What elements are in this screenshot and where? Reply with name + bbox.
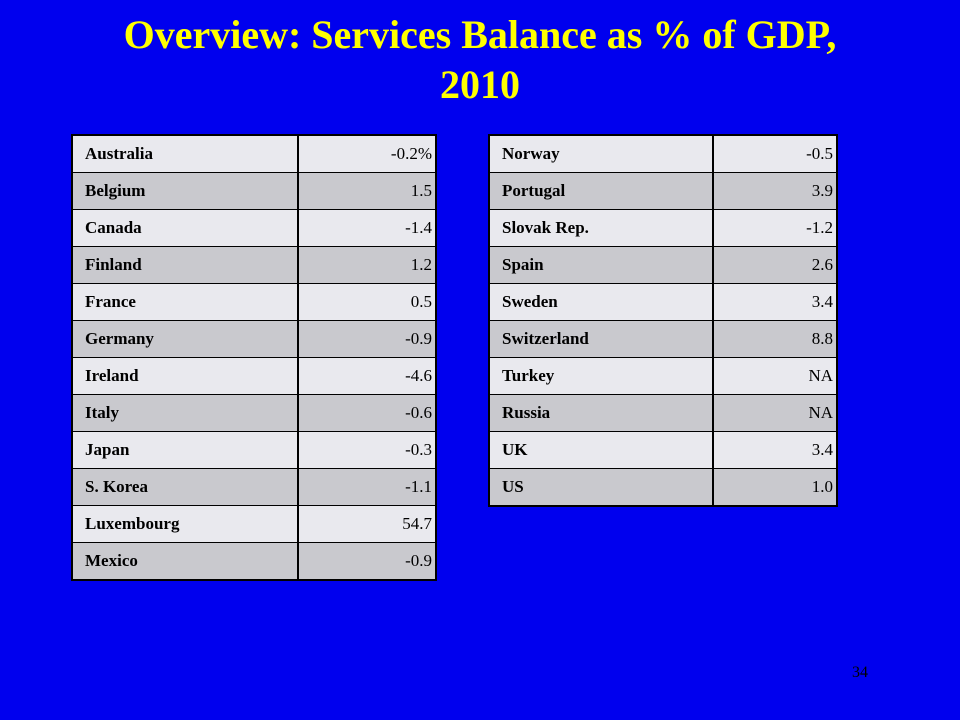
- table-row: Italy -0.6: [71, 394, 437, 432]
- value-cell: 2.6: [712, 246, 838, 284]
- table-row: Slovak Rep. -1.2: [488, 209, 838, 247]
- table-row: France 0.5: [71, 283, 437, 321]
- country-cell: Mexico: [71, 542, 299, 581]
- table-row: Japan -0.3: [71, 431, 437, 469]
- value-cell: 1.0: [712, 468, 838, 507]
- table-row: Russia NA: [488, 394, 838, 432]
- table-row: Australia -0.2%: [71, 134, 437, 173]
- country-cell: Australia: [71, 134, 299, 173]
- country-cell: Switzerland: [488, 320, 714, 358]
- value-cell: -4.6: [297, 357, 437, 395]
- country-cell: Germany: [71, 320, 299, 358]
- table-row: Luxembourg 54.7: [71, 505, 437, 543]
- country-cell: Russia: [488, 394, 714, 432]
- table-row: Canada -1.4: [71, 209, 437, 247]
- value-cell: NA: [712, 357, 838, 395]
- value-cell: 54.7: [297, 505, 437, 543]
- value-cell: 3.4: [712, 283, 838, 321]
- table-row: Germany -0.9: [71, 320, 437, 358]
- table-row: UK 3.4: [488, 431, 838, 469]
- value-cell: NA: [712, 394, 838, 432]
- table-row: Spain 2.6: [488, 246, 838, 284]
- table-row: Belgium 1.5: [71, 172, 437, 210]
- value-cell: 1.5: [297, 172, 437, 210]
- value-cell: -0.2%: [297, 134, 437, 173]
- value-cell: -0.9: [297, 320, 437, 358]
- country-cell: Belgium: [71, 172, 299, 210]
- value-cell: 8.8: [712, 320, 838, 358]
- country-cell: Norway: [488, 134, 714, 173]
- slide-title-line-1: Overview: Services Balance as % of GDP,: [123, 12, 837, 57]
- table-row: Finland 1.2: [71, 246, 437, 284]
- table-row: Turkey NA: [488, 357, 838, 395]
- value-cell: -1.1: [297, 468, 437, 506]
- value-cell: -0.6: [297, 394, 437, 432]
- table-row: Portugal 3.9: [488, 172, 838, 210]
- value-cell: -0.9: [297, 542, 437, 581]
- value-cell: 1.2: [297, 246, 437, 284]
- value-cell: -1.4: [297, 209, 437, 247]
- value-cell: -0.5: [712, 134, 838, 173]
- slide-number: 34: [852, 664, 868, 681]
- value-cell: 3.9: [712, 172, 838, 210]
- value-cell: 0.5: [297, 283, 437, 321]
- country-cell: Sweden: [488, 283, 714, 321]
- country-cell: US: [488, 468, 714, 507]
- table-row: Mexico -0.9: [71, 542, 437, 581]
- table-row: Ireland -4.6: [71, 357, 437, 395]
- value-cell: 3.4: [712, 431, 838, 469]
- services-balance-table-left: Australia -0.2% Belgium 1.5 Canada -1.4 …: [71, 134, 437, 581]
- table-row: S. Korea -1.1: [71, 468, 437, 506]
- country-cell: Portugal: [488, 172, 714, 210]
- country-cell: Canada: [71, 209, 299, 247]
- country-cell: Slovak Rep.: [488, 209, 714, 247]
- country-cell: Luxembourg: [71, 505, 299, 543]
- country-cell: UK: [488, 431, 714, 469]
- value-cell: -1.2: [712, 209, 838, 247]
- country-cell: Japan: [71, 431, 299, 469]
- table-row: Norway -0.5: [488, 134, 838, 173]
- country-cell: Spain: [488, 246, 714, 284]
- slide-title-line-2: 2010: [440, 62, 520, 107]
- value-cell: -0.3: [297, 431, 437, 469]
- slide-title: Overview: Services Balance as % of GDP, …: [60, 10, 900, 110]
- country-cell: Finland: [71, 246, 299, 284]
- country-cell: Ireland: [71, 357, 299, 395]
- country-cell: Italy: [71, 394, 299, 432]
- country-cell: Turkey: [488, 357, 714, 395]
- table-row: Sweden 3.4: [488, 283, 838, 321]
- country-cell: France: [71, 283, 299, 321]
- services-balance-table-right: Norway -0.5 Portugal 3.9 Slovak Rep. -1.…: [488, 134, 838, 507]
- country-cell: S. Korea: [71, 468, 299, 506]
- table-row: Switzerland 8.8: [488, 320, 838, 358]
- table-row: US 1.0: [488, 468, 838, 507]
